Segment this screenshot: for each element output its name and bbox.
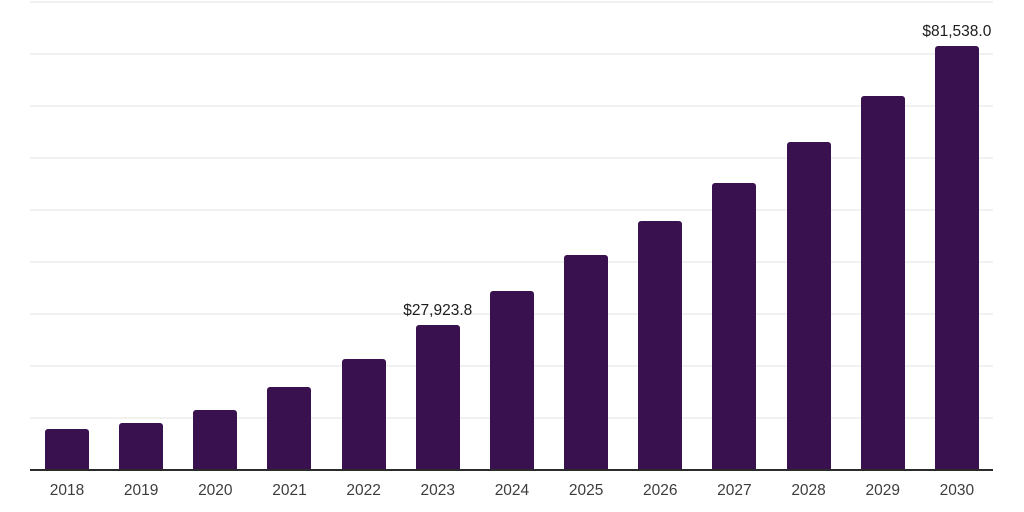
x-tick-label-2029: 2029 [865, 482, 900, 499]
x-axis-labels: 2018 2019 2020 2021 2022 2023 2024 2025 2026 2027… [30, 482, 993, 500]
x-tick-label-2024: 2024 [494, 482, 530, 499]
bar-2024 [489, 290, 534, 470]
gridline [30, 261, 993, 263]
bar-2027 [712, 183, 757, 470]
x-tick-label-2021: 2021 [272, 482, 307, 499]
bar-2023: $27,923.8 [403, 302, 472, 470]
x-tick-label-2020: 2020 [198, 482, 233, 499]
x-tick-label-2030: 2030 [939, 482, 975, 499]
x-tick-label-2025: 2025 [568, 482, 604, 499]
x-axis-line [30, 469, 993, 471]
gridline [30, 157, 993, 159]
gridline [30, 53, 993, 55]
bar-2019 [119, 423, 164, 470]
bar-2029 [860, 95, 905, 470]
x-tick-label-2028: 2028 [791, 482, 826, 499]
plot-area: $27,923.8 $81,538.0 [30, 1, 993, 470]
x-tick-label-2019: 2019 [123, 482, 159, 499]
x-tick-label-2022: 2022 [346, 482, 381, 499]
bars-row: $27,923.8 $81,538.0 [30, 2, 993, 470]
x-tick-label-2023: 2023 [420, 482, 456, 499]
x-tick-label-2026: 2026 [643, 482, 678, 499]
x-tick-label-2018: 2018 [49, 482, 85, 499]
x-tick-label-2027: 2027 [717, 482, 752, 499]
bar-2026 [638, 220, 683, 470]
gridline [30, 209, 993, 211]
bar-2025 [564, 255, 609, 470]
bar-2022 [341, 359, 386, 470]
bar-2021 [267, 387, 312, 470]
bar-2028 [786, 142, 831, 470]
gridline [30, 105, 993, 107]
data-label-2030: $81,538.0 [922, 23, 992, 41]
bar-2020 [193, 410, 238, 470]
gridline [30, 1, 993, 3]
data-label-2023: $27,923.8 [403, 301, 473, 319]
bar-2018 [45, 429, 89, 470]
bar-2030: $81,538.0 [922, 23, 991, 470]
